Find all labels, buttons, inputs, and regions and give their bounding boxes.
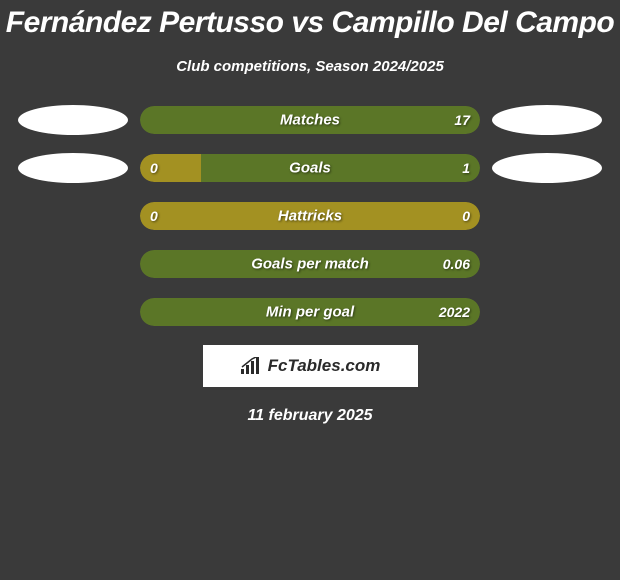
fctables-logo: FcTables.com	[203, 345, 418, 387]
subtitle: Club competitions, Season 2024/2025	[0, 58, 620, 75]
player-left-ellipse	[18, 153, 128, 183]
logo-text: FcTables.com	[268, 356, 381, 376]
stat-bar: Hattricks 0 0	[140, 202, 480, 230]
stat-row: Goals 0 1	[0, 153, 620, 183]
stat-row: Min per goal 2022	[0, 297, 620, 327]
stat-label: Hattricks	[278, 208, 342, 225]
stat-bar: Min per goal 2022	[140, 298, 480, 326]
player-right-ellipse	[492, 105, 602, 135]
player-right-ellipse	[492, 153, 602, 183]
stat-value-right: 0	[462, 208, 470, 224]
stat-value-left: 0	[150, 160, 158, 176]
stat-label: Goals	[289, 160, 331, 177]
stat-row: Goals per match 0.06	[0, 249, 620, 279]
player-left-ellipse	[18, 105, 128, 135]
stat-value-left: 0	[150, 208, 158, 224]
stat-row: Hattricks 0 0	[0, 201, 620, 231]
stat-label: Min per goal	[266, 304, 354, 321]
stat-value-right: 17	[454, 112, 470, 128]
comparison-bars: Matches 17 Goals 0 1 Hattricks 0 0 Goals per mat…	[0, 105, 620, 327]
stat-bar: Matches 17	[140, 106, 480, 134]
stat-label: Matches	[280, 112, 340, 129]
stat-row: Matches 17	[0, 105, 620, 135]
date-text: 11 february 2025	[0, 407, 620, 425]
stat-value-right: 2022	[439, 304, 470, 320]
stat-bar: Goals 0 1	[140, 154, 480, 182]
stat-label: Goals per match	[251, 256, 369, 273]
stat-bar: Goals per match 0.06	[140, 250, 480, 278]
chart-icon	[240, 357, 262, 375]
bar-segment-right	[201, 154, 480, 182]
stat-value-right: 0.06	[443, 256, 470, 272]
stat-value-right: 1	[462, 160, 470, 176]
page-title: Fernández Pertusso vs Campillo Del Campo	[0, 0, 620, 40]
